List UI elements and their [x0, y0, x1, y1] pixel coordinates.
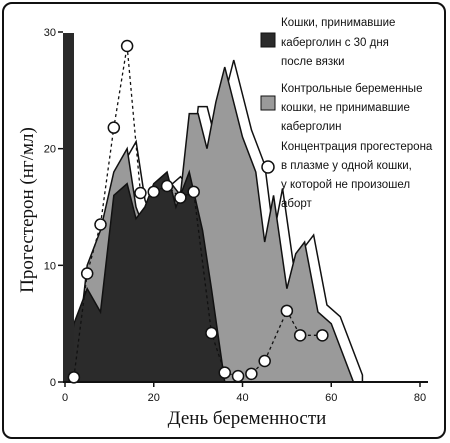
- single-cat-point: [107, 121, 121, 134]
- point-layer: [67, 39, 329, 384]
- single-cat-point: [316, 329, 329, 342]
- single-cat-point: [231, 369, 245, 383]
- y-tick-label: 30: [44, 27, 56, 39]
- single-cat-point: [174, 191, 187, 204]
- legend-swatch-control: [260, 95, 276, 111]
- x-ticks: 0 20 40 60 80: [62, 382, 426, 404]
- single-cat-point: [187, 185, 200, 199]
- single-cat-dashed-line: [73, 45, 323, 378]
- legend-label-cabergoline: Кошки, принимавшие каберголин с 30 дня п…: [281, 17, 399, 68]
- single-cat-point: [134, 186, 147, 200]
- area-layer: [64, 59, 364, 383]
- legend-swatch-single-cat: [261, 160, 275, 174]
- single-cat-point: [67, 371, 81, 384]
- legend: Кошки, принимавшие каберголин с 30 дня п…: [260, 17, 436, 210]
- y-tick-label: 20: [44, 144, 56, 156]
- single-cat-point: [94, 218, 107, 231]
- single-cat-point: [293, 329, 307, 342]
- x-tick-label: 80: [414, 392, 426, 404]
- legend-label-single-cat: Концентрация прогестерона в плазме у одн…: [281, 141, 436, 210]
- x-tick-label: 0: [62, 392, 68, 404]
- single-cat-point: [160, 179, 174, 193]
- x-tick-label: 40: [236, 392, 248, 404]
- x-tick-label: 20: [148, 392, 160, 404]
- y-tick-label: 0: [50, 377, 56, 389]
- x-axis-label: День беременности: [168, 408, 327, 429]
- y-axis-bar: [63, 33, 74, 382]
- single-cat-point: [258, 354, 271, 368]
- y-axis-label: Прогестерон (нг/мл): [17, 127, 38, 293]
- x-tick-label: 60: [325, 392, 337, 404]
- legend-swatch-cabergoline: [260, 32, 276, 48]
- y-ticks: 0 10 20 30: [44, 27, 63, 389]
- single-cat-point: [80, 267, 94, 280]
- axes: [63, 33, 428, 383]
- single-cat-point: [280, 304, 294, 318]
- single-cat-point: [120, 39, 134, 53]
- single-cat-point: [245, 367, 258, 381]
- y-tick-label: 10: [44, 260, 56, 272]
- single-cat-point: [218, 366, 231, 379]
- legend-label-control: Контрольные беременные кошки, не принима…: [281, 83, 426, 133]
- single-cat-point: [205, 326, 218, 340]
- single-cat-point: [147, 185, 160, 199]
